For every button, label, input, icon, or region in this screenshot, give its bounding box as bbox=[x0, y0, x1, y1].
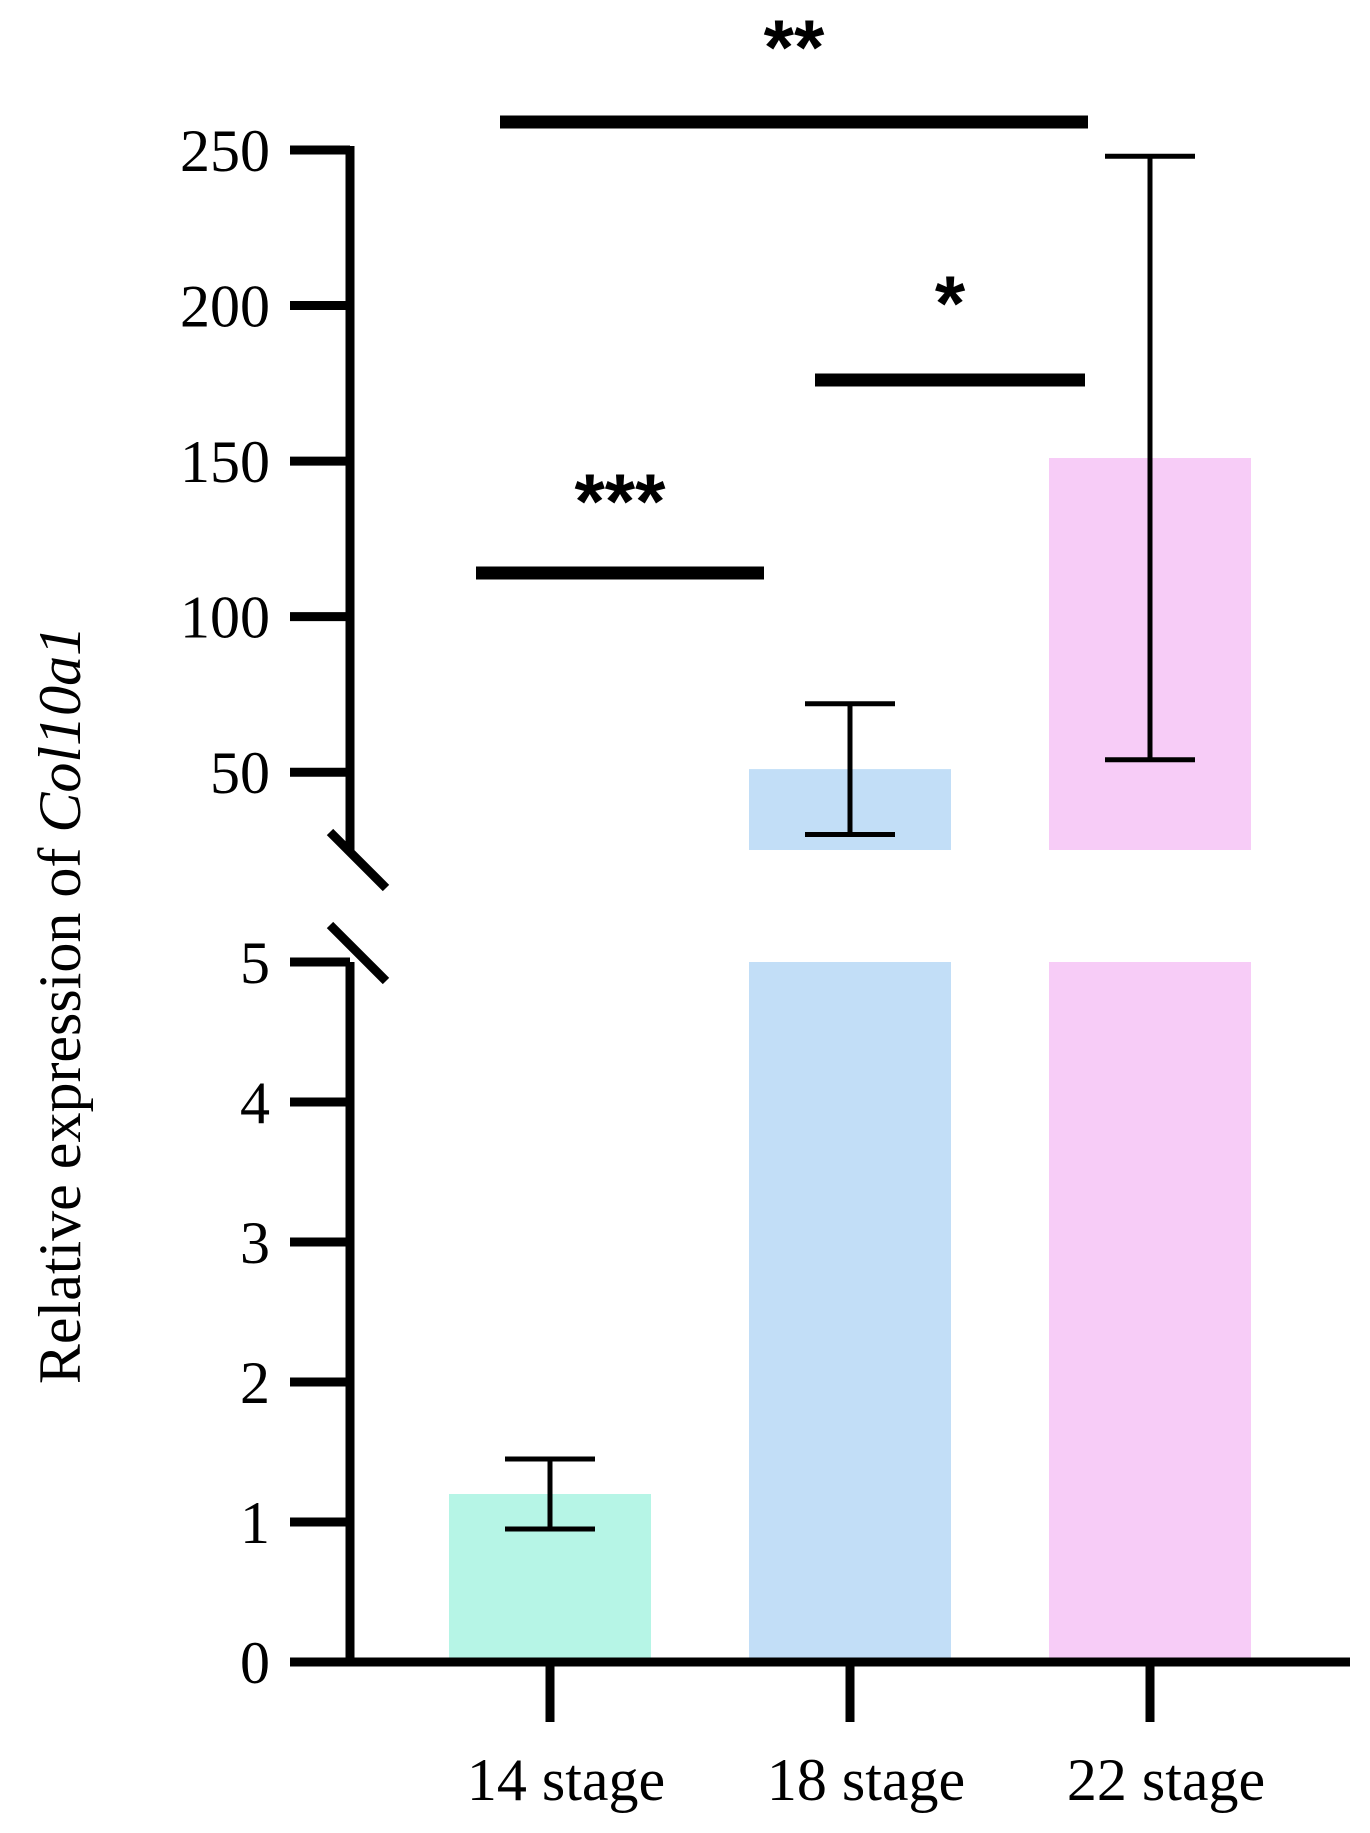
y-axis-title-prefix: Relative expression of bbox=[27, 833, 93, 1385]
y-axis-title: Relative expression of Col10a1 bbox=[27, 626, 93, 1384]
y-tick-lower-1-label: 1 bbox=[240, 1490, 270, 1556]
y-tick-lower-5-label: 5 bbox=[240, 930, 270, 996]
y-tick-upper-4-label: 250 bbox=[180, 118, 270, 184]
category-label-1: 18 stage bbox=[767, 1747, 965, 1813]
y-axis-title-gene: Col10a1 bbox=[27, 626, 93, 833]
bars-layer bbox=[449, 458, 1251, 1662]
y-tick-lower-3-label: 3 bbox=[240, 1210, 270, 1276]
bar-2-lower bbox=[1049, 962, 1251, 1662]
significance-label-0: *** bbox=[574, 457, 666, 545]
y-tick-upper-2-label: 150 bbox=[180, 429, 270, 495]
significance-label-2: ** bbox=[764, 3, 825, 91]
error-bars-layer bbox=[505, 153, 1195, 1532]
ticks-layer: 0 1 2 3 4 5 50 100 150 200 250 14 stage 18 stage 22 s… bbox=[180, 118, 1265, 1813]
y-tick-upper-1-label: 100 bbox=[180, 585, 270, 651]
significance-layer: ****** bbox=[476, 3, 1088, 580]
axis-break-upper bbox=[326, 828, 390, 892]
y-tick-lower-4-label: 4 bbox=[240, 1070, 270, 1136]
category-label-0: 14 stage bbox=[467, 1747, 665, 1813]
axis-break-lower bbox=[326, 921, 390, 985]
y-tick-upper-0-label: 50 bbox=[210, 740, 270, 806]
bar-1-lower bbox=[749, 962, 951, 1662]
axis-layer bbox=[290, 146, 1350, 1667]
category-label-2: 22 stage bbox=[1067, 1747, 1265, 1813]
y-tick-upper-3-label: 200 bbox=[180, 274, 270, 340]
y-tick-lower-2-label: 2 bbox=[240, 1350, 270, 1416]
significance-label-1: * bbox=[935, 259, 966, 347]
y-tick-lower-0-label: 0 bbox=[240, 1630, 270, 1696]
